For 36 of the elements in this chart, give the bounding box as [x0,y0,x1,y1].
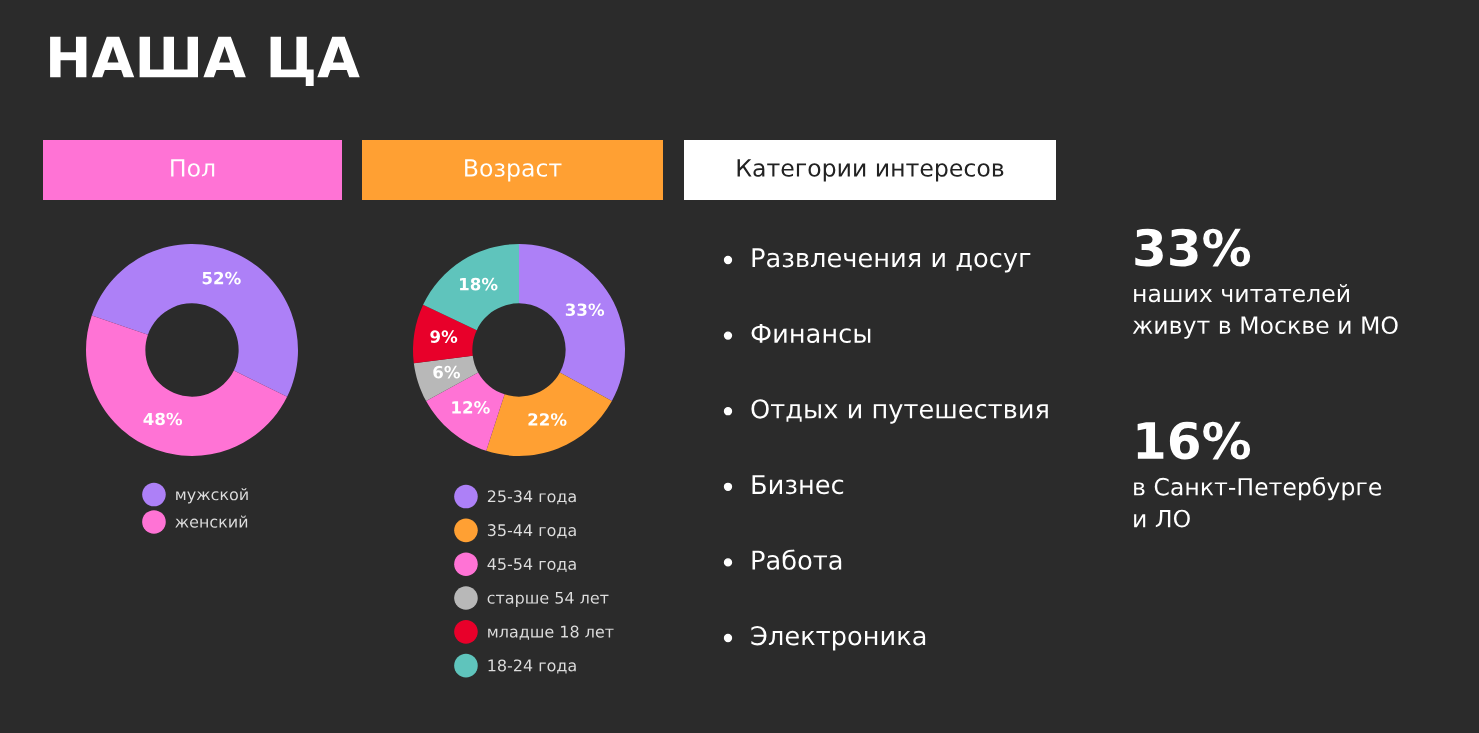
text: Развлечения и досуг [752,248,1031,273]
legend-label: младше 18 лет [488,625,614,640]
legend-label: 35-44 года [487,524,576,539]
data-label: 22% [528,413,567,426]
data-label: 12% [452,401,490,414]
data-label: 6% [433,365,461,379]
text: Отдых и путешествия [751,399,1048,424]
donut-slice [91,244,298,397]
text: Финансы [751,323,871,344]
text: 16% [1137,421,1251,460]
chart-title: Возраст [465,159,562,182]
data-label: 33% [565,303,605,316]
data-label: 48% [143,412,183,426]
text: в Санкт-Петербурге и ЛО [1134,477,1382,528]
text: Работа [752,549,842,570]
text: Категории интересов [737,159,1004,182]
legend-label: 25-34 года [487,490,576,505]
donut-slice [423,244,519,331]
text: Бизнес [752,475,844,495]
data-label: 9% [430,330,458,343]
text: наших читателей живут в Москве и МО [1132,284,1398,339]
legend-label: старше 54 лет [487,591,609,607]
legend-label: мужской [176,488,248,504]
legend-label: 18-24 года [488,659,576,674]
legend-label: 45-54 года [487,558,576,572]
data-label: 52% [202,271,241,285]
donut-slice [413,304,477,364]
donut-slice [519,244,625,402]
chart-title: Пол [171,159,215,177]
text: НАША ЦА [50,36,360,87]
donut-slice [413,355,479,402]
data-label: 18% [460,277,498,291]
text: Электроника [751,626,926,651]
text: 33% [1135,228,1251,267]
donut-slice [86,315,288,456]
legend-label: женский [175,515,248,528]
